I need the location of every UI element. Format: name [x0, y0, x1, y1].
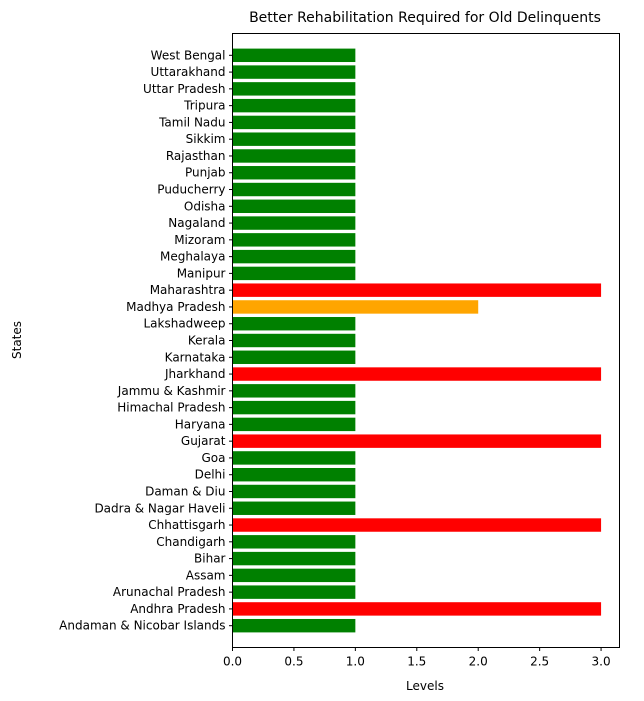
y-tick-label: Nagaland — [168, 216, 225, 230]
bar — [232, 618, 356, 633]
y-tick-label: Maharashtra — [150, 283, 226, 297]
bar — [232, 568, 356, 583]
bars-group — [232, 48, 602, 633]
y-tick-label: West Bengal — [151, 48, 226, 62]
y-tick-label: Jammu & Kashmir — [117, 384, 226, 398]
y-tick-label: Delhi — [195, 468, 226, 482]
y-tick-label: Meghalaya — [160, 250, 225, 264]
bar — [232, 434, 602, 448]
bar — [232, 518, 602, 532]
bar — [232, 317, 356, 331]
y-tick-label: Chandigarh — [156, 535, 225, 549]
bar — [232, 82, 356, 96]
y-tick-label: Punjab — [185, 166, 226, 180]
bar — [232, 300, 479, 314]
y-tick-label: Tripura — [183, 99, 225, 113]
bar — [232, 149, 356, 163]
y-tick-label: Goa — [202, 451, 226, 465]
y-tick-label: Odisha — [184, 199, 226, 213]
y-tick-label: Assam — [186, 568, 226, 582]
y-tick-label: Daman & Diu — [145, 484, 225, 498]
x-tick-label: 2.0 — [469, 655, 488, 669]
y-tick-label: Haryana — [175, 417, 226, 431]
y-tick-label: Himachal Pradesh — [117, 401, 225, 415]
x-tick-label: 0.5 — [284, 655, 303, 669]
bar — [232, 350, 356, 364]
x-tick-label: 0.0 — [223, 655, 242, 669]
bar — [232, 501, 356, 515]
bar — [232, 384, 356, 398]
y-tick-label: Gujarat — [181, 434, 226, 448]
bar — [232, 367, 602, 381]
bar — [232, 132, 356, 146]
bar — [232, 417, 356, 432]
y-tick-label: Bihar — [194, 552, 226, 566]
bar — [232, 98, 356, 113]
bar — [232, 266, 356, 281]
bar — [232, 166, 356, 180]
y-tick-label: Chhattisgarh — [148, 518, 225, 532]
y-tick-label: Tamil Nadu — [158, 115, 225, 129]
y-tick-label: Dadra & Nagar Haveli — [94, 501, 225, 515]
bar — [232, 400, 356, 415]
bar — [232, 484, 356, 499]
bar — [232, 115, 356, 130]
bar — [232, 333, 356, 348]
x-tick-label: 2.5 — [530, 655, 549, 669]
chart-title: Better Rehabilitation Required for Old D… — [249, 10, 601, 26]
y-tick-label: Rajasthan — [166, 149, 226, 163]
y-tick-label: Puducherry — [157, 183, 225, 197]
y-tick-label: Lakshadweep — [143, 317, 225, 331]
x-axis-ticks: 0.0 0.5 1.0 1.5 2.0 2.5 3.0 — [223, 647, 611, 669]
y-tick-label: Uttarakhand — [151, 65, 226, 79]
y-tick-label: Madhya Pradesh — [126, 300, 225, 314]
y-tick-label: Andaman & Nicobar Islands — [59, 619, 225, 633]
y-tick-label: Arunachal Pradesh — [113, 585, 226, 599]
y-axis-label: States — [10, 321, 24, 359]
x-axis-label: Levels — [406, 679, 444, 693]
y-tick-label: Uttar Pradesh — [143, 82, 225, 96]
y-axis-ticks: Andaman & Nicobar Islands Andhra Pradesh A… — [59, 48, 233, 633]
y-tick-label: Jharkhand — [164, 367, 226, 381]
y-tick-label: Karnataka — [165, 350, 226, 364]
bar — [232, 467, 356, 482]
bar — [232, 283, 602, 297]
x-tick-label: 3.0 — [592, 655, 611, 669]
bar — [232, 535, 356, 549]
bar — [232, 199, 356, 214]
y-tick-label: Kerala — [188, 334, 226, 348]
x-tick-label: 1.5 — [407, 655, 426, 669]
y-tick-label: Andhra Pradesh — [130, 602, 225, 616]
bar — [232, 551, 356, 566]
bar — [232, 48, 356, 63]
bar — [232, 216, 356, 230]
plot-frame — [232, 33, 620, 648]
bar — [232, 249, 356, 264]
bar — [232, 65, 356, 79]
bar — [232, 233, 356, 247]
bar — [232, 182, 356, 197]
y-tick-label: Manipur — [177, 266, 226, 280]
bar — [232, 585, 356, 599]
y-tick-label: Sikkim — [186, 132, 226, 146]
y-tick-label: Mizoram — [174, 233, 225, 247]
bar — [232, 451, 356, 465]
bar — [232, 602, 602, 616]
x-tick-label: 1.0 — [346, 655, 365, 669]
